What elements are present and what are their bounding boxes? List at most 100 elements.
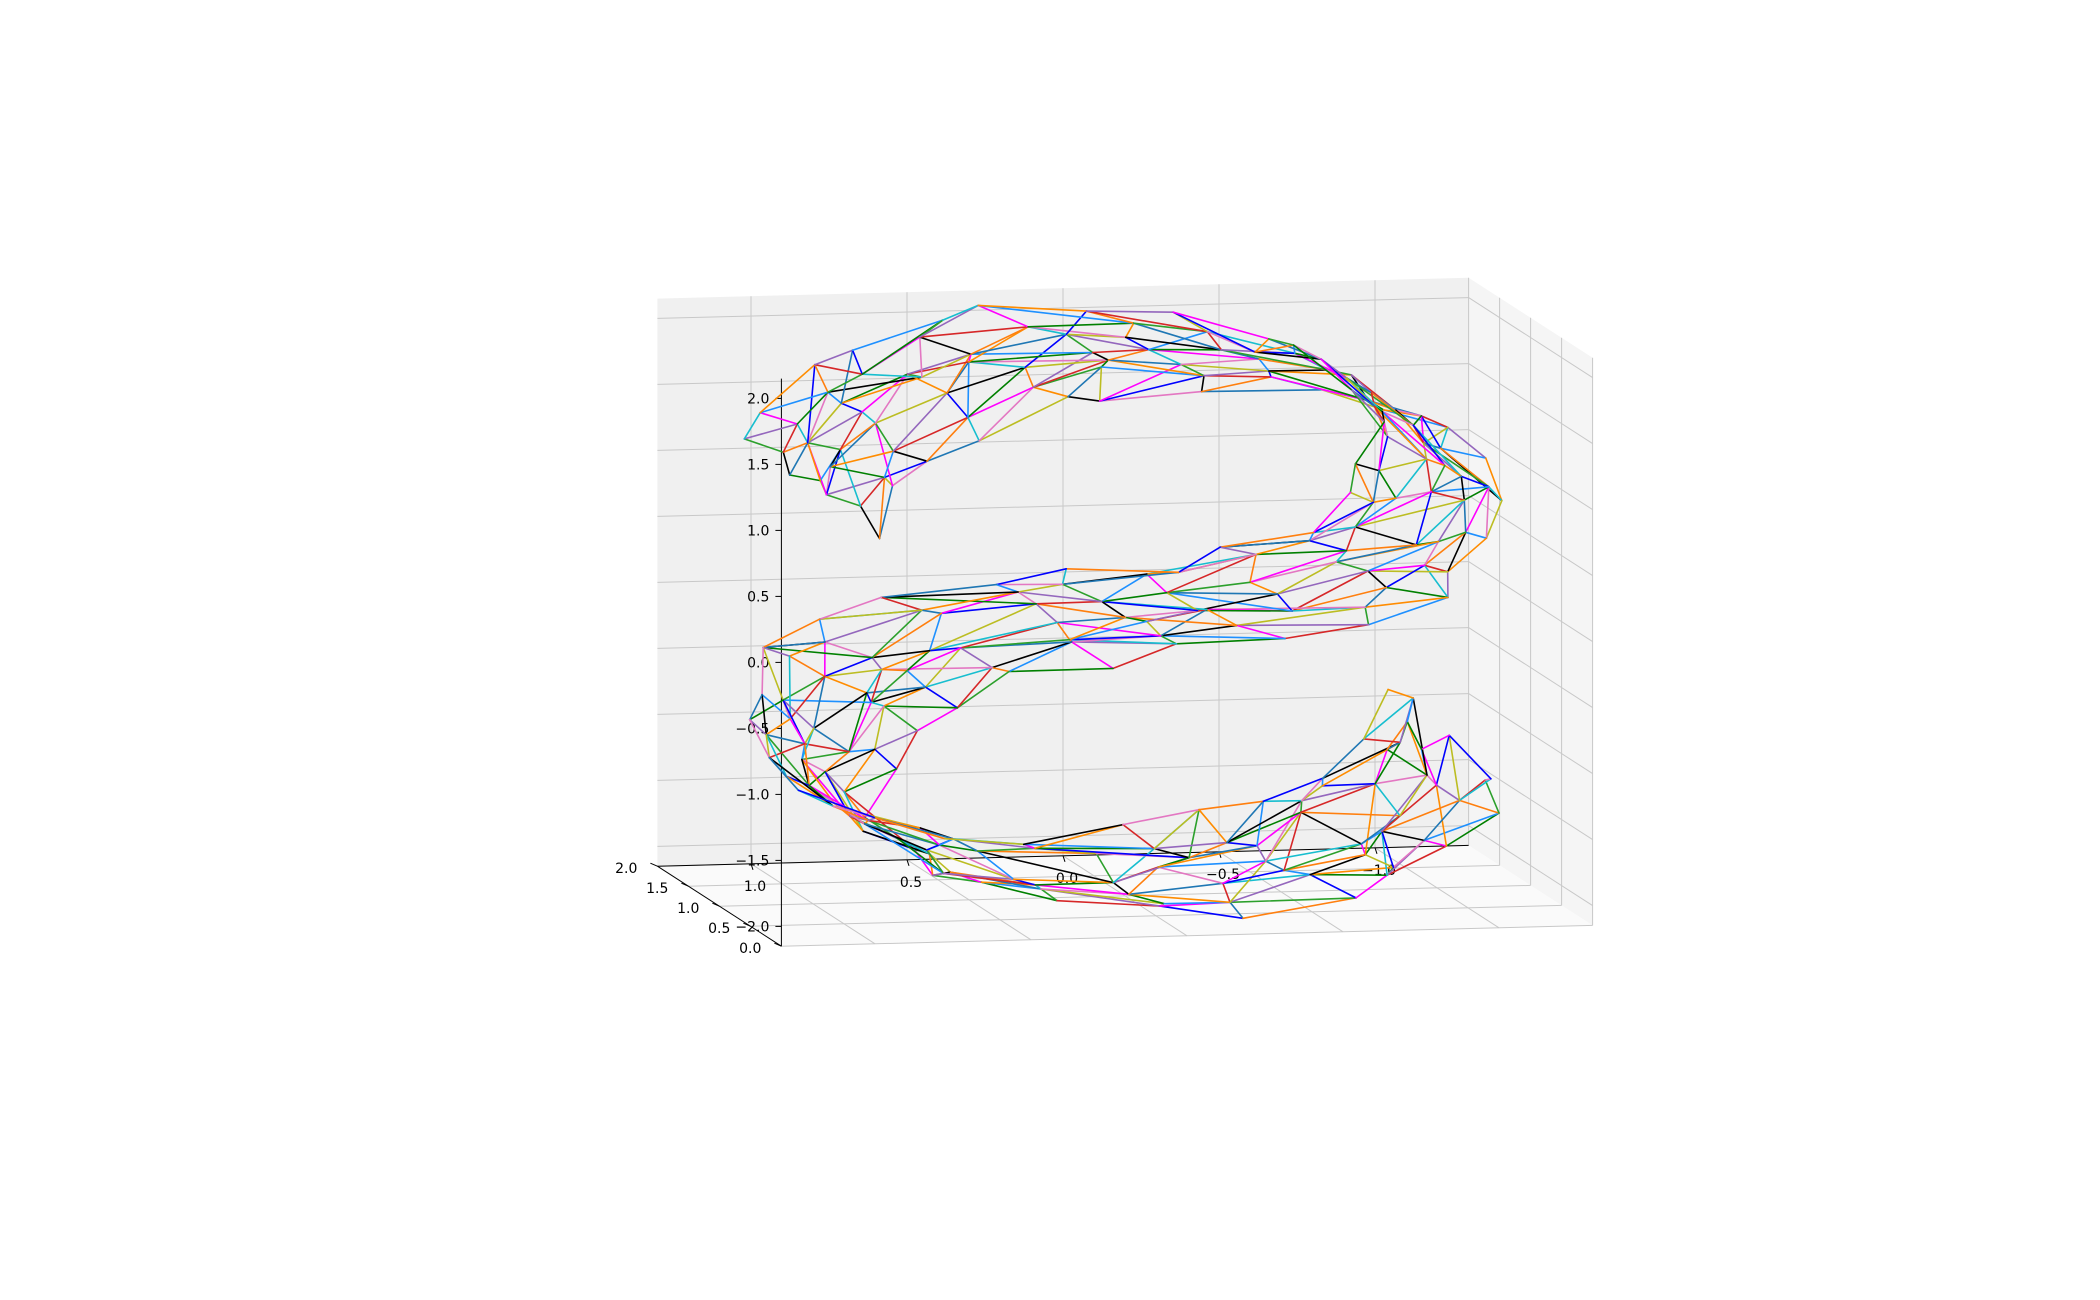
mesh-edge: [883, 476, 894, 487]
mesh-edge: [1242, 897, 1357, 920]
mesh-edge: [892, 416, 969, 453]
mesh-edge: [1485, 485, 1490, 540]
mesh-edge: [1312, 501, 1375, 534]
mesh-edge: [824, 609, 923, 643]
y-tick-mark: [743, 922, 751, 927]
mesh-edge: [1488, 485, 1503, 502]
mesh-edge: [762, 646, 791, 657]
mesh-edge: [920, 591, 1019, 612]
mesh-edge: [1335, 549, 1348, 563]
mesh-edge: [874, 817, 946, 840]
mesh-edge: [931, 872, 945, 877]
mesh-edge: [1061, 571, 1180, 586]
mesh-edge: [1485, 457, 1503, 502]
mesh-edge: [1349, 491, 1375, 504]
mesh-edge: [1222, 873, 1311, 885]
z-tick-label: 2.0: [747, 391, 769, 407]
mesh-edge: [840, 373, 909, 405]
mesh-edge: [1180, 363, 1205, 377]
mesh-edge: [1426, 774, 1438, 786]
mesh-edge: [1439, 447, 1487, 459]
x-tick-mark: [750, 863, 754, 870]
mesh-edge: [1165, 591, 1279, 595]
mesh-edge: [1203, 374, 1272, 378]
mesh-edge: [1406, 697, 1414, 723]
grid-line: [1468, 363, 1593, 445]
mesh-edge: [1219, 539, 1311, 549]
mesh-edge: [978, 386, 1035, 442]
mesh-edge: [1065, 333, 1150, 351]
mesh-edge: [1153, 841, 1228, 850]
mesh-edge: [1034, 847, 1190, 859]
grid-line: [657, 495, 1469, 517]
mesh-edge: [788, 641, 826, 657]
mesh-edge: [1354, 490, 1433, 528]
mesh-edge: [1430, 464, 1446, 493]
mesh-edge: [1372, 469, 1380, 504]
mesh-edge: [1124, 616, 1148, 623]
mesh-edge: [1412, 424, 1446, 467]
mesh-edge: [918, 325, 1029, 338]
mesh-edge: [1345, 544, 1418, 552]
mesh-edge: [863, 823, 945, 875]
mesh-edge: [748, 718, 771, 759]
mesh-edge: [891, 460, 928, 487]
mesh-edge: [1153, 808, 1200, 850]
mesh-edge: [1061, 583, 1103, 603]
mesh-edge: [1423, 799, 1461, 842]
grid-line: [657, 297, 1469, 319]
mesh-edge: [1040, 888, 1165, 905]
mesh-edge: [748, 718, 768, 736]
mesh-edge: [1177, 553, 1257, 574]
mesh-edge: [768, 756, 800, 792]
mesh-edge: [870, 669, 908, 704]
mesh-edge: [1309, 873, 1357, 899]
mesh-edge: [967, 386, 1035, 419]
mesh-edge: [1091, 348, 1150, 354]
mesh-edge: [1222, 860, 1267, 885]
mesh-edge: [1107, 359, 1182, 366]
mesh-edge: [1112, 881, 1130, 896]
mesh-edge: [1383, 421, 1389, 438]
mesh-edge: [870, 686, 927, 704]
mesh-edge: [1229, 873, 1311, 904]
mesh-edge: [1367, 564, 1426, 572]
mesh-edge: [1392, 839, 1425, 869]
mesh-edge: [823, 675, 868, 694]
mesh-edge: [1300, 811, 1401, 817]
mesh-edge: [1262, 799, 1303, 803]
mesh-edge: [825, 448, 842, 496]
mesh-edge: [782, 699, 815, 730]
mesh-edge: [1308, 539, 1348, 552]
mesh-edge: [1445, 812, 1500, 847]
mesh-edge: [1435, 784, 1461, 802]
mesh-edge: [926, 416, 969, 463]
mesh-edge: [1124, 609, 1199, 619]
mesh-edge: [1107, 359, 1205, 377]
mesh-edge: [801, 727, 815, 761]
mesh-edge: [1364, 596, 1449, 609]
mesh-edge: [1024, 333, 1068, 369]
mesh-edge: [801, 750, 850, 761]
mesh-edge: [1430, 490, 1466, 501]
mesh-edge: [1040, 888, 1058, 902]
grid-line: [719, 884, 1531, 907]
mesh-edge: [1032, 386, 1069, 398]
mesh-edge: [1188, 841, 1228, 859]
mesh-edge: [1422, 442, 1428, 460]
mesh-edge: [956, 666, 993, 709]
mesh-edge: [1256, 844, 1267, 862]
mesh-edge: [813, 363, 829, 394]
mesh-edge: [840, 349, 854, 405]
mesh-edge: [1027, 322, 1135, 328]
mesh-edge: [1354, 463, 1375, 504]
mesh-edge: [1256, 811, 1302, 847]
mesh-edge: [812, 692, 868, 730]
mesh-edge: [883, 460, 928, 479]
mesh-edge: [1435, 734, 1450, 786]
mesh-edge: [761, 693, 768, 736]
mesh-edge: [765, 733, 806, 745]
mesh-edge: [768, 742, 806, 759]
mesh-edge: [1157, 860, 1267, 868]
mesh-edge: [873, 705, 885, 751]
